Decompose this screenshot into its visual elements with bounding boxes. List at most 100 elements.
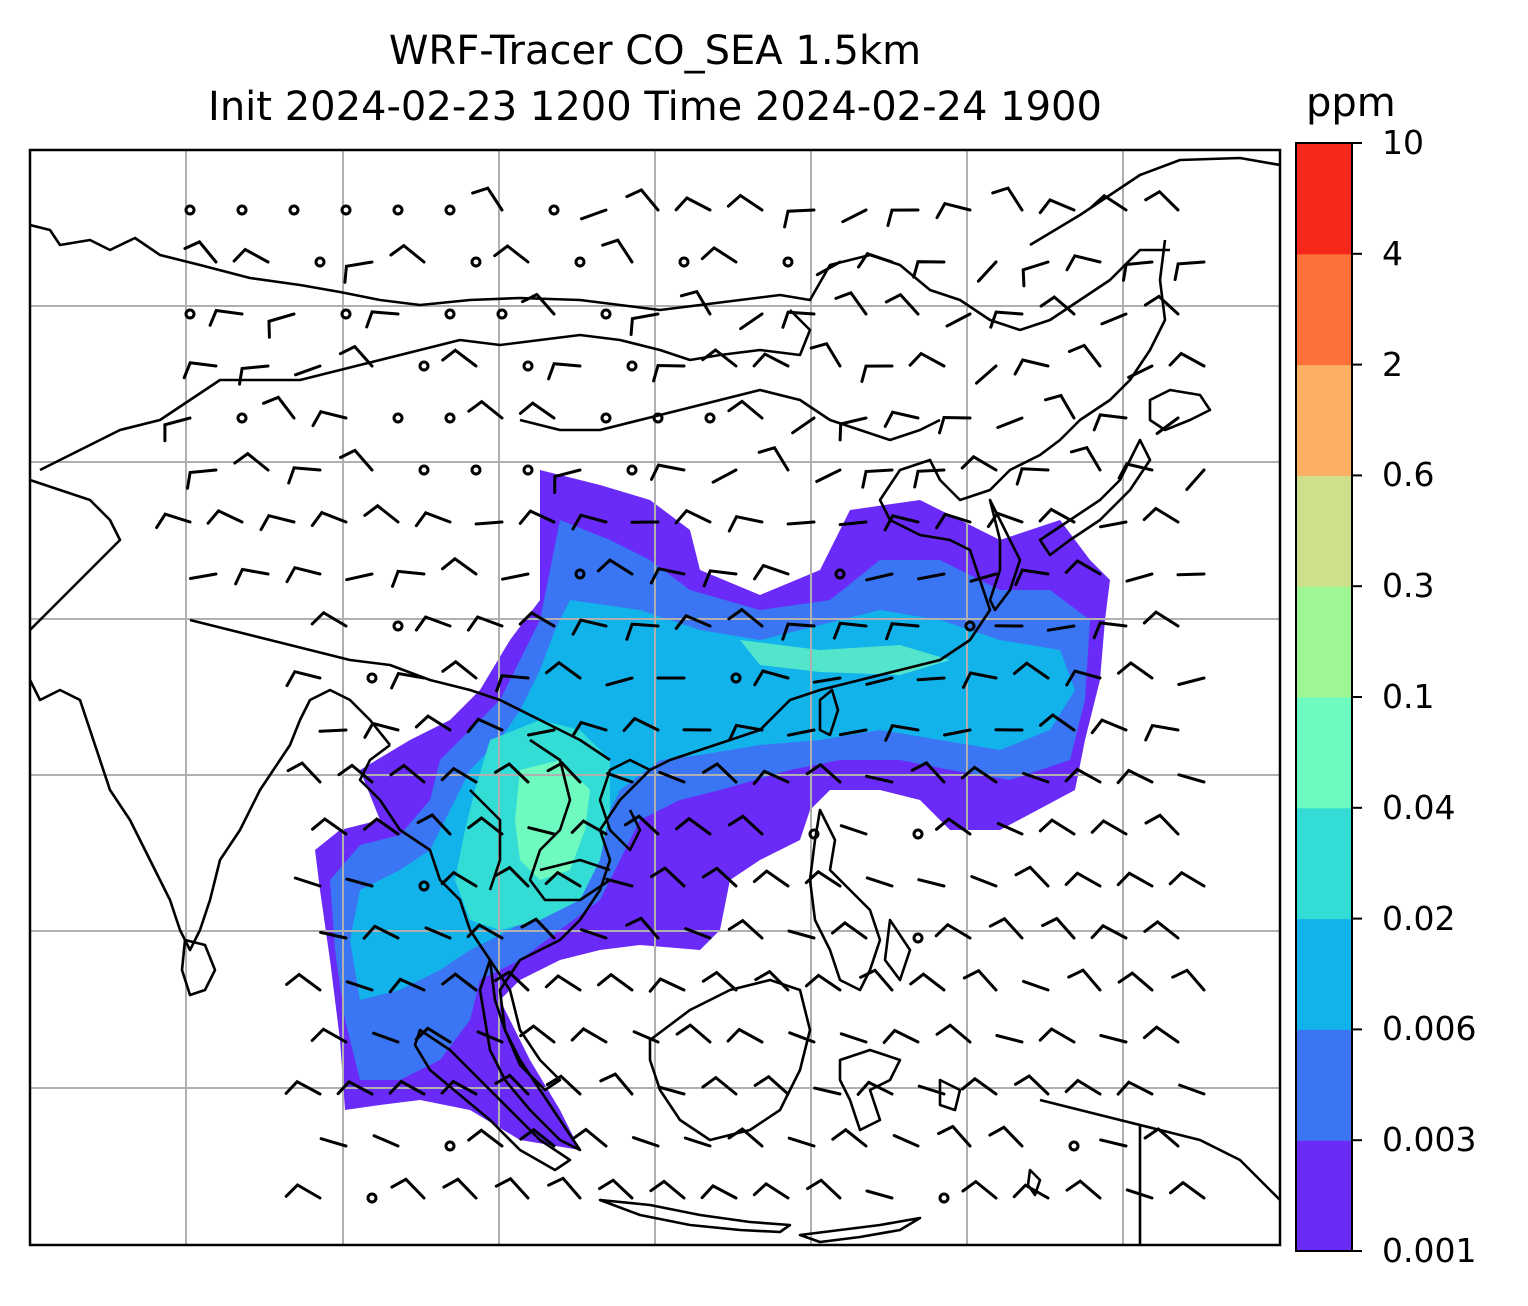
wind-barb (599, 1072, 634, 1096)
coastline-east-siberia (1029, 156, 1280, 247)
wind-barb (1090, 923, 1128, 940)
wind-barb (319, 930, 348, 940)
wind-barb (571, 618, 608, 636)
wind-barb (284, 1183, 322, 1200)
wind-barb (285, 972, 322, 992)
wind-barb (442, 1177, 478, 1200)
wind-barb (625, 622, 660, 641)
wind-barb (553, 468, 582, 494)
wind-barb (345, 572, 374, 582)
colorbar-tick-label: 0.003 (1382, 1120, 1477, 1160)
map-frame (28, 148, 1282, 1247)
wind-barb (675, 816, 712, 836)
wind-barb (601, 238, 634, 264)
wind-barb (783, 208, 816, 229)
wind-barb (1014, 865, 1050, 888)
wind-barb (389, 763, 426, 784)
wind-barb (182, 361, 218, 380)
wind-barb (935, 512, 972, 530)
wind-barb (1168, 870, 1206, 888)
wind-barb (1177, 773, 1206, 784)
wind-barb (238, 364, 270, 386)
colorbar-segment (1296, 475, 1352, 587)
wind-barb (757, 446, 790, 472)
wind-barb (494, 1176, 530, 1200)
wind-barb (752, 352, 790, 368)
wind-barb (675, 1023, 712, 1044)
wind-barb (989, 310, 1024, 329)
coastline-java (598, 1198, 792, 1234)
wind-barb (1012, 1183, 1050, 1200)
wind-barb (1144, 813, 1180, 836)
calm-marker (236, 204, 248, 216)
wind-barb (441, 556, 478, 576)
calm-marker (522, 464, 534, 476)
wind-barb (625, 916, 660, 940)
wind-barb (518, 611, 556, 628)
field-band-004-east (740, 640, 950, 675)
wind-barb (424, 926, 452, 940)
wind-barb (935, 1023, 972, 1044)
wind-barb (494, 865, 530, 888)
calm-marker (366, 672, 378, 684)
wind-barb (285, 565, 322, 584)
calm-marker (444, 412, 456, 424)
wind-barb (1064, 559, 1102, 576)
wind-barb (1015, 467, 1050, 486)
wind-barb (1041, 916, 1076, 940)
coastline-indochina (358, 743, 651, 1152)
calm-marker (600, 412, 612, 424)
wind-barb (494, 762, 530, 784)
wind-barb (596, 558, 634, 576)
wind-barb (571, 1127, 608, 1148)
wind-barb (625, 188, 660, 212)
wind-barb (310, 610, 348, 628)
wind-barb (787, 929, 816, 940)
wind-barb (155, 512, 192, 530)
wind-barb (791, 416, 816, 435)
wind-barb (754, 969, 790, 992)
wind-barb (519, 1127, 556, 1148)
wind-barb (414, 1026, 452, 1044)
wind-barb (546, 761, 582, 784)
wind-barb (945, 312, 972, 328)
wind-barb (1143, 920, 1180, 940)
wind-barb (1099, 1138, 1128, 1148)
calm-marker (808, 828, 820, 840)
wind-barb (571, 720, 608, 738)
chart-title-line-2: Init 2024-02-23 1200 Time 2024-02-24 190… (208, 84, 1102, 130)
wind-barb (186, 468, 218, 490)
wind-barb (788, 1031, 816, 1044)
wind-barb (652, 363, 686, 383)
wind-barb (545, 660, 582, 680)
wind-barb (518, 509, 556, 525)
wind-barb (700, 1184, 738, 1200)
wind-barb (658, 770, 686, 784)
wind-barb (1039, 295, 1076, 316)
colorbar-segment (1296, 1029, 1352, 1141)
coastline-bay-of-bengal (30, 679, 392, 952)
wind-barb (988, 916, 1024, 940)
wind-barb (571, 513, 608, 531)
wind-barb (988, 1125, 1024, 1148)
wind-barb (838, 728, 868, 737)
wind-barb (1173, 260, 1206, 282)
calm-marker (444, 204, 456, 216)
wind-barb (702, 762, 738, 784)
wind-barb (841, 208, 868, 224)
wind-barb (363, 721, 400, 739)
wind-barb (781, 622, 816, 641)
wind-barb (884, 292, 920, 316)
wind-barb (501, 572, 530, 581)
colorbar-tick-label: 0.3 (1382, 566, 1435, 606)
wind-barb (1117, 971, 1154, 992)
wind-barb (285, 669, 322, 688)
wind-barb (362, 924, 400, 940)
wind-barb (390, 671, 426, 690)
wind-barb (1044, 393, 1076, 420)
wind-barb (606, 771, 634, 784)
colorbar-segment (1296, 364, 1352, 476)
wind-barb (970, 875, 998, 888)
wind-barb (839, 1032, 868, 1044)
wind-barb (886, 208, 920, 228)
